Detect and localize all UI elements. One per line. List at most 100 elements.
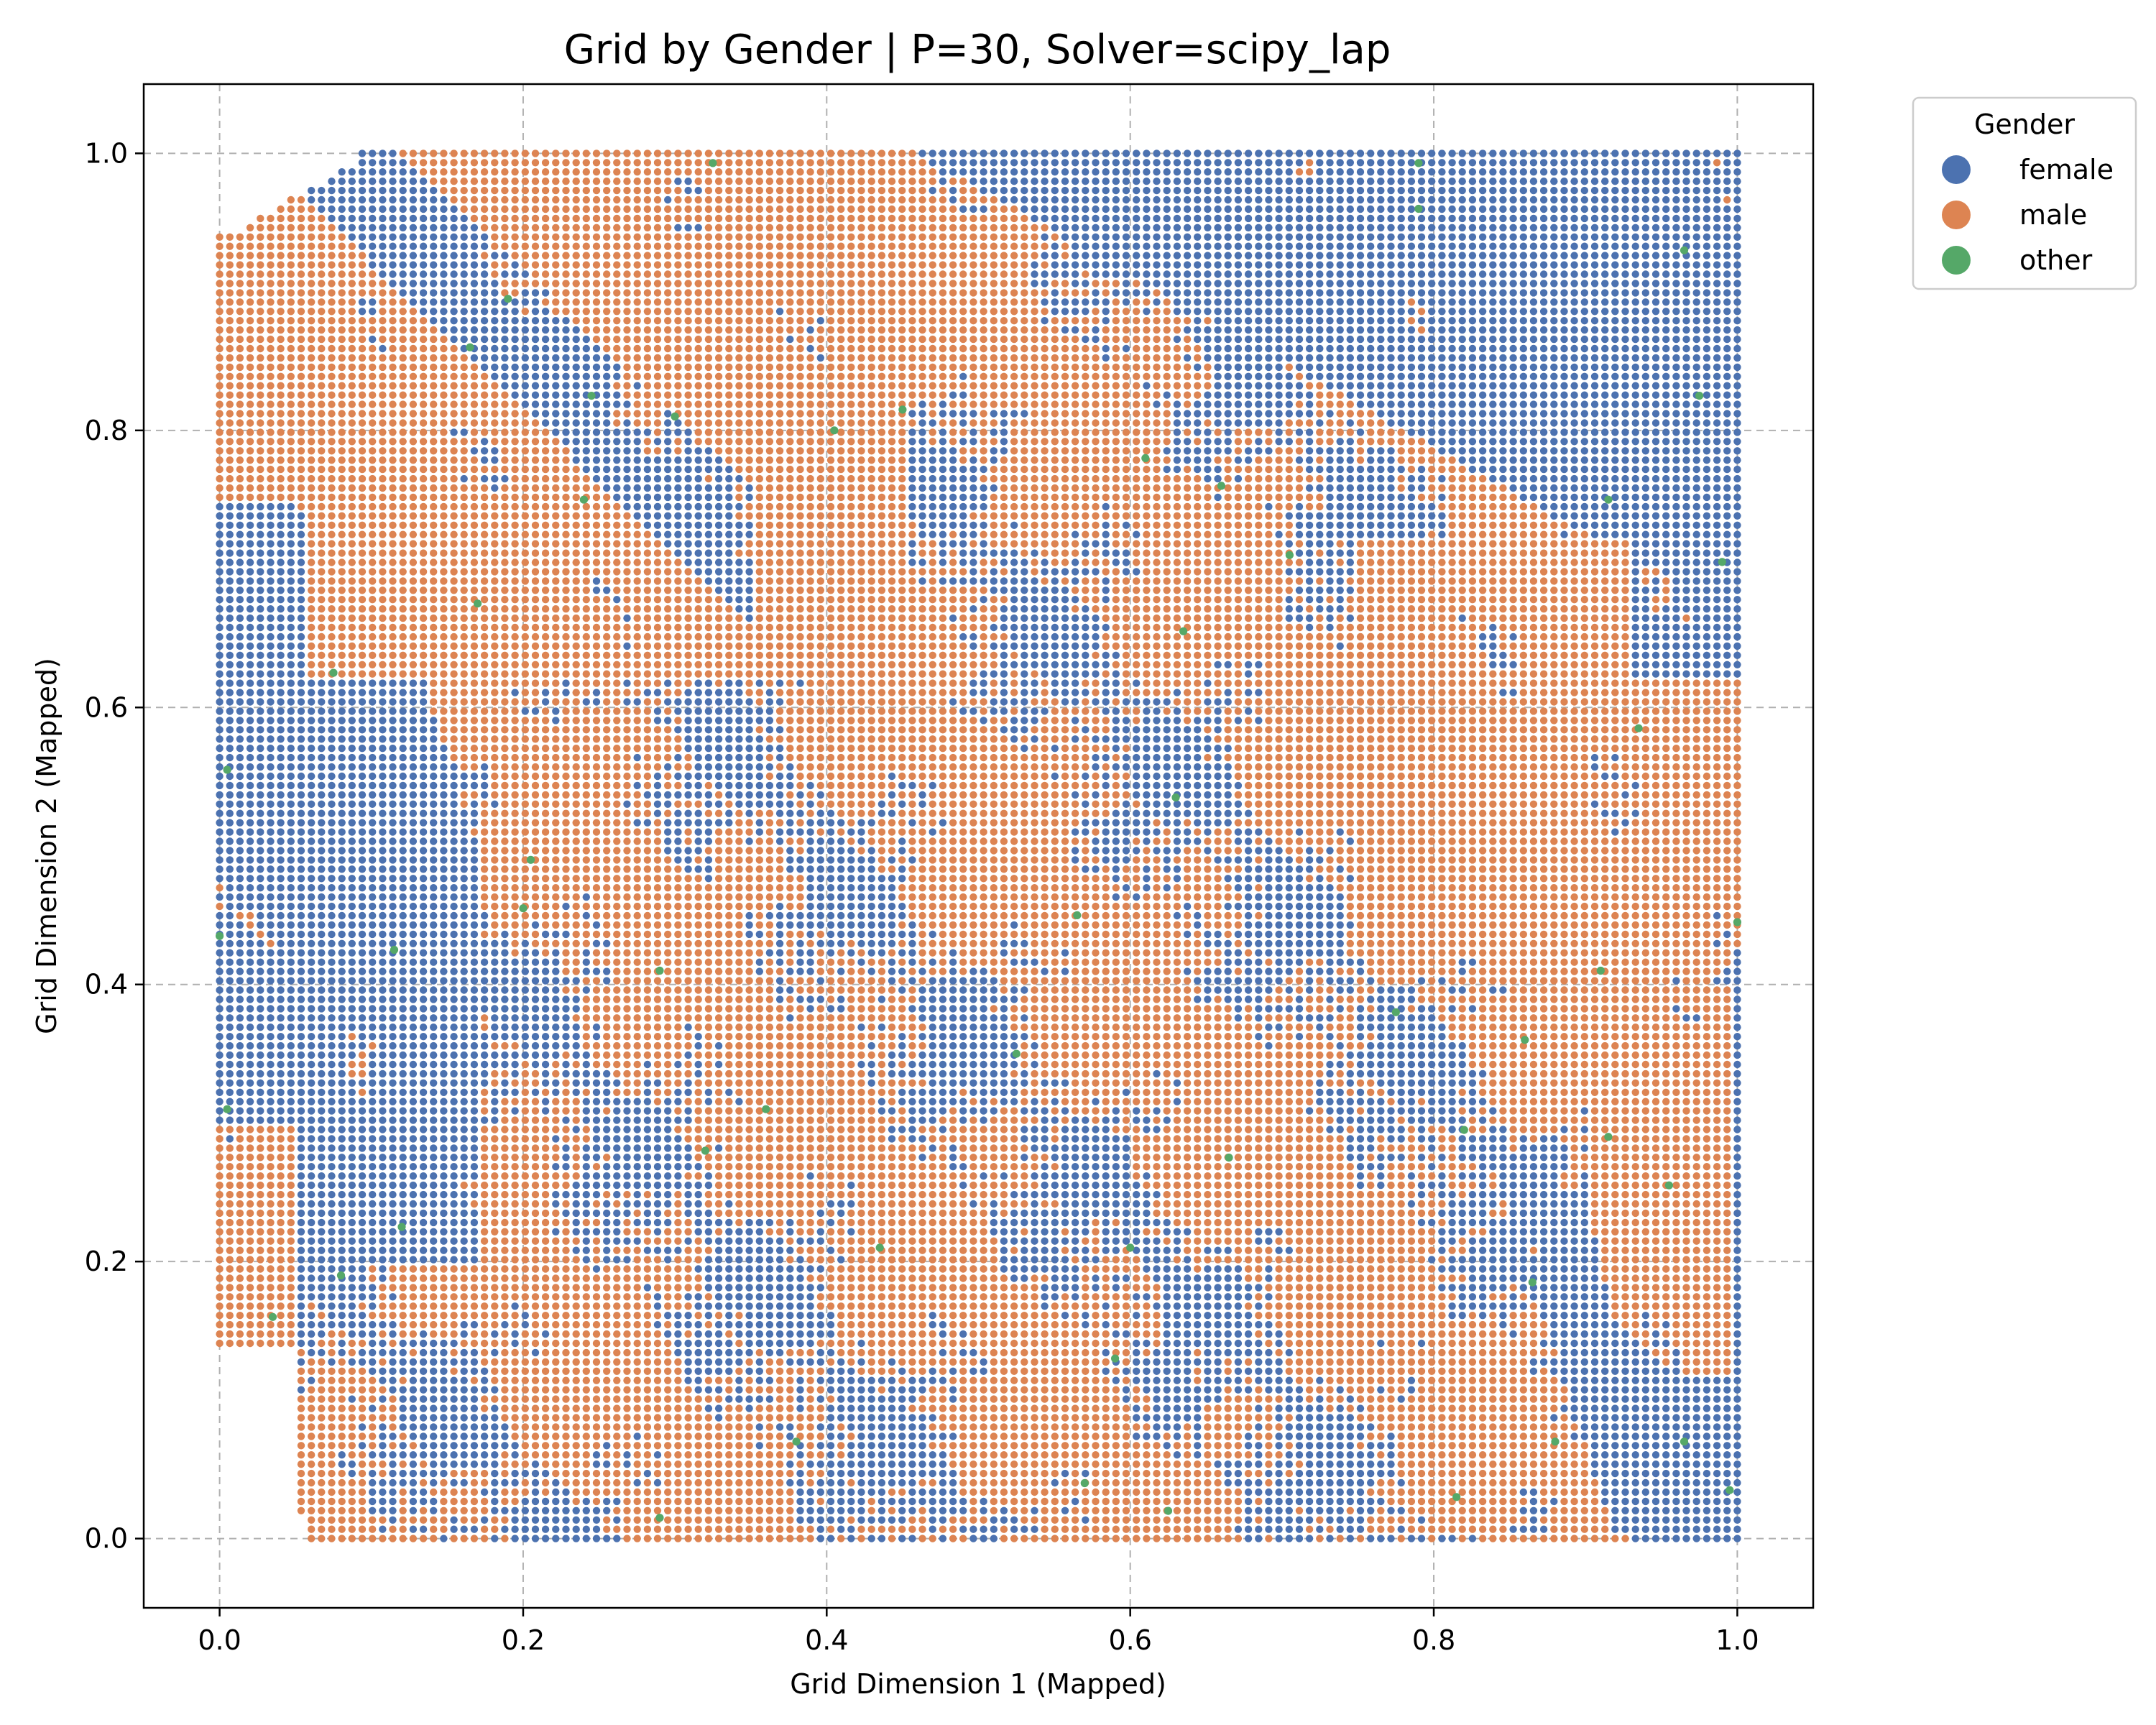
data-point-female: [247, 1070, 254, 1077]
data-point-female: [389, 1460, 396, 1468]
data-point-male: [562, 1460, 569, 1468]
data-point-female: [410, 977, 417, 984]
data-point-female: [236, 903, 244, 910]
data-point-female: [491, 1386, 498, 1394]
data-point-female: [471, 1135, 478, 1142]
data-point-female: [400, 828, 407, 835]
data-point-male: [562, 1340, 569, 1347]
data-point-female: [410, 1154, 417, 1161]
data-point-male: [552, 224, 559, 231]
data-point-male: [267, 261, 274, 268]
data-point-female: [440, 763, 447, 770]
data-point-male: [450, 549, 457, 556]
data-point-male: [522, 1404, 529, 1412]
data-point-male: [420, 615, 427, 622]
data-point-female: [318, 1098, 325, 1105]
data-point-male: [522, 884, 529, 891]
data-point-male: [552, 643, 559, 650]
data-point-male: [226, 289, 234, 296]
data-point-female: [267, 624, 274, 631]
data-point-male: [257, 1135, 264, 1142]
data-point-female: [369, 1033, 376, 1040]
data-point-male: [562, 1200, 569, 1208]
data-point-female: [450, 1479, 457, 1486]
data-point-female: [267, 893, 274, 901]
data-point-male: [318, 428, 325, 436]
data-point-female: [369, 1479, 376, 1486]
data-point-female: [287, 1005, 295, 1012]
data-point-male: [522, 1330, 529, 1338]
data-point-male: [522, 1163, 529, 1170]
data-point-female: [298, 698, 305, 705]
data-point-male: [562, 745, 569, 752]
data-point-female: [532, 1042, 539, 1049]
data-point-female: [440, 1423, 447, 1430]
data-point-male: [501, 466, 508, 473]
data-point-male: [257, 392, 264, 399]
data-point-female: [369, 707, 376, 714]
data-point-female: [461, 1080, 468, 1087]
data-point-male: [471, 726, 478, 733]
data-point-male: [216, 392, 223, 399]
data-point-female: [226, 745, 234, 752]
data-point-female: [450, 1404, 457, 1412]
data-point-female: [267, 661, 274, 668]
data-point-male: [308, 298, 315, 305]
data-point-male: [532, 931, 539, 938]
data-point-male: [400, 475, 407, 482]
data-point-male: [226, 373, 234, 380]
data-point-female: [318, 773, 325, 780]
data-point-female: [359, 837, 366, 845]
data-point-male: [542, 652, 549, 659]
data-point-female: [267, 577, 274, 584]
data-point-female: [430, 243, 437, 250]
data-point-female: [501, 1507, 508, 1514]
data-point-male: [338, 354, 346, 362]
data-point-male: [552, 549, 559, 556]
data-point-male: [236, 1200, 244, 1208]
data-point-male: [318, 475, 325, 482]
data-point-female: [501, 940, 508, 947]
data-point-female: [349, 819, 356, 827]
data-point-female: [216, 837, 223, 845]
data-point-female: [410, 1498, 417, 1505]
data-point-female: [420, 735, 427, 742]
data-point-female: [461, 995, 468, 1003]
data-point-female: [308, 810, 315, 817]
data-point-female: [542, 995, 549, 1003]
data-point-male: [328, 261, 335, 268]
data-point-male: [522, 1219, 529, 1226]
data-point-male: [338, 615, 346, 622]
data-point-female: [267, 512, 274, 520]
data-point-female: [308, 763, 315, 770]
data-point-female: [328, 1256, 335, 1263]
data-point-male: [379, 428, 386, 436]
data-point-male: [461, 392, 468, 399]
data-point-male: [277, 1312, 284, 1319]
data-point-male: [338, 1432, 346, 1440]
data-point-female: [236, 931, 244, 938]
data-point-male: [308, 456, 315, 464]
data-point-male: [491, 503, 498, 510]
data-point-male: [216, 317, 223, 324]
data-point-male: [420, 400, 427, 408]
data-point-male: [338, 270, 346, 277]
data-point-female: [226, 1135, 234, 1142]
data-point-male: [501, 1358, 508, 1366]
data-point-male: [369, 1535, 376, 1542]
data-point-male: [257, 447, 264, 454]
data-point-male: [481, 1293, 488, 1300]
data-point-female: [298, 549, 305, 556]
data-point-male: [552, 605, 559, 612]
data-point-male: [369, 428, 376, 436]
data-point-female: [328, 949, 335, 957]
data-point-male: [308, 410, 315, 417]
data-point-female: [410, 1507, 417, 1514]
data-point-male: [267, 308, 274, 315]
data-point-male: [562, 1479, 569, 1486]
data-point-female: [420, 1172, 427, 1179]
data-point-male: [450, 178, 457, 185]
data-point-female: [318, 1061, 325, 1068]
data-point-male: [318, 280, 325, 287]
data-point-female: [501, 1089, 508, 1096]
